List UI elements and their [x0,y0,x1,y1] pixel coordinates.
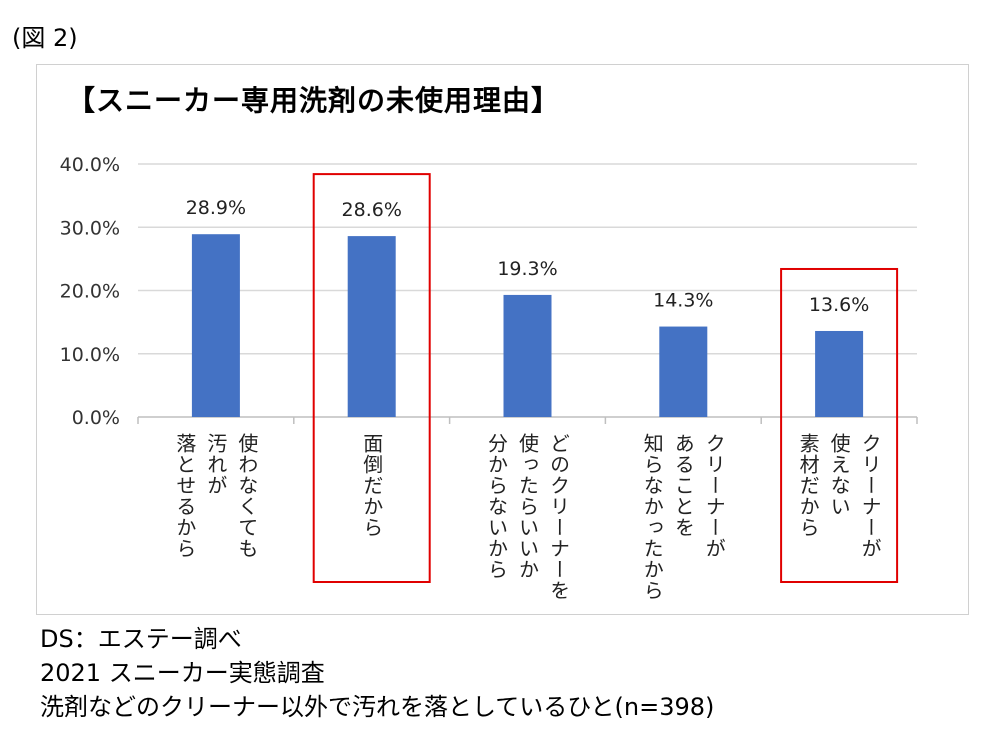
highlight-box [780,267,899,583]
x-category-label: 使ったらいいか [516,433,540,580]
data-label: 28.9% [186,197,246,219]
bar-chart: 0.0% 10.0% 20.0% 30.0% 40.0% 28.9% 使わなくても汚れが落と… [60,154,918,601]
bar [347,236,396,417]
x-category-label: 素材だから [796,433,820,538]
data-label: 28.6% [342,199,402,221]
x-category-label: あることを [671,433,695,538]
sample-note: 洗剤などのクリーナー以外で汚れを落としているひと(n=398) [40,693,715,721]
source-notes: DS：エステー調べ 2021 スニーカー実態調査 洗剤などのクリーナー以外で汚れ… [40,622,714,724]
x-category-label: 知らなかったから [640,433,664,601]
data-label: 14.3% [653,290,713,312]
chart-frame: 【スニーカー専用洗剤の未使用理由】 0.0% 10.0% 20.0% 30.0% 40.… [36,64,969,615]
x-category-label: 使わなくても [235,433,259,559]
y-tick-label: 30.0% [60,217,120,239]
chart-title: 【スニーカー専用洗剤の未使用理由】 [67,84,561,117]
x-category-label: 面倒だから [360,433,384,538]
survey-name-note: 2021 スニーカー実態調査 [40,659,325,687]
x-category-label: どのクリーナーを [547,433,571,601]
y-tick-label: 20.0% [60,281,120,303]
bar [659,326,708,417]
bar [503,294,552,417]
bar [815,330,864,417]
x-category-label: 落とせるから [173,433,197,559]
y-tick-label: 0.0% [72,407,120,429]
x-category-label: 汚れが [204,433,228,496]
figure-label: (図 2) [12,24,78,52]
data-label: 19.3% [497,258,557,280]
x-category-label: クリーナーが [858,433,882,559]
x-category-label: 分からないから [485,433,509,580]
highlight-box [312,173,431,583]
y-tick-label: 40.0% [60,154,120,176]
bar [191,234,240,417]
y-tick-label: 10.0% [60,344,120,366]
x-category-label: クリーナーが [702,433,726,559]
data-label: 13.6% [809,294,869,316]
x-category-label: 使えない [827,433,851,517]
source-note: DS：エステー調べ [40,625,242,653]
